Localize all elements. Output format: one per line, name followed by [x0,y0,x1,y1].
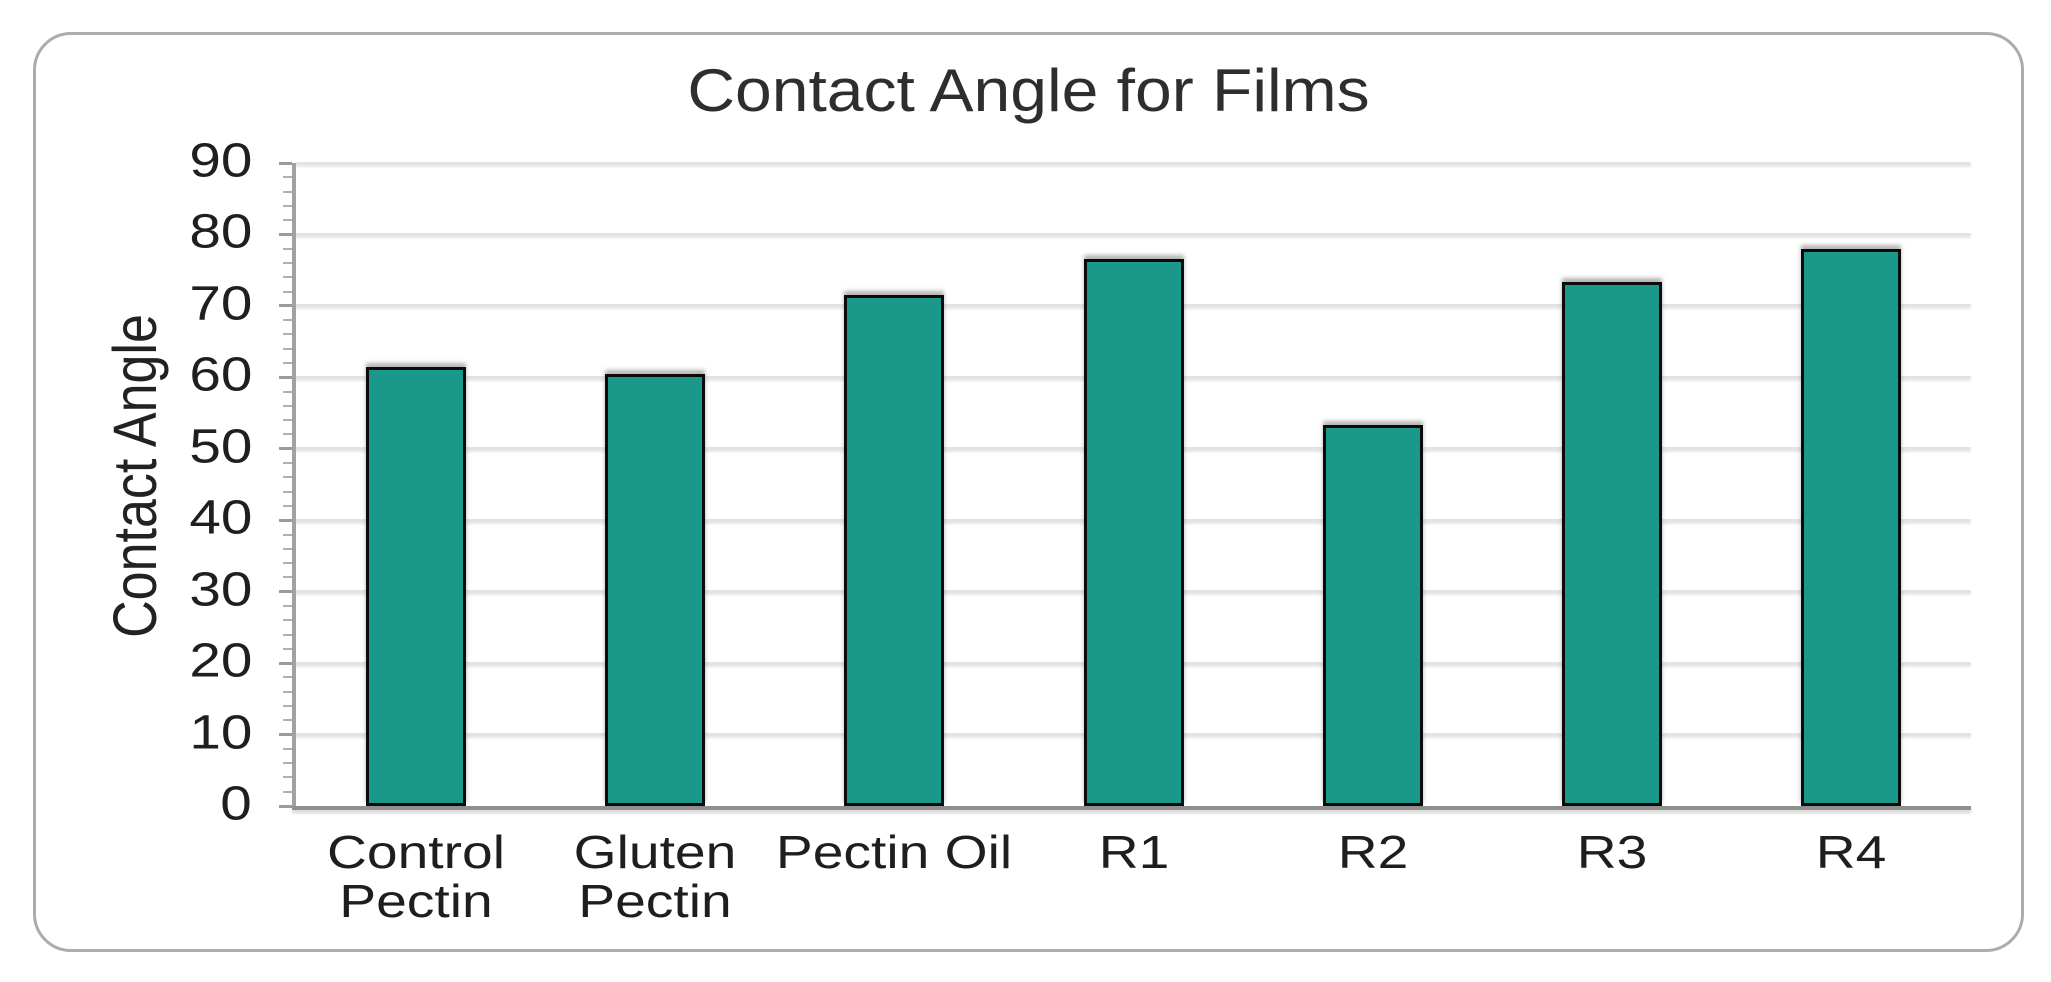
y-tick-label-90: 90 [188,134,252,188]
y-tick-label-0: 0 [220,777,252,831]
y-minor-tick-16 [283,690,292,693]
y-tick-label-70: 70 [188,277,252,331]
y-minor-tick-6 [283,762,292,765]
y-major-tick-70 [279,304,292,308]
y-minor-tick-36 [283,547,292,550]
bar-r2 [1322,425,1423,806]
chart-frame [33,32,2024,952]
y-minor-tick-48 [283,462,292,465]
y-minor-tick-18 [283,676,292,679]
y-major-tick-0 [279,804,292,808]
y-minor-tick-86 [283,190,292,193]
x-axis-line [292,806,1971,810]
y-minor-tick-64 [283,347,292,350]
y-tick-label-10: 10 [188,705,252,759]
x-tick-label-r2: R2 [1337,826,1409,878]
y-minor-tick-78 [283,247,292,250]
y-major-tick-50 [279,447,292,451]
y-minor-tick-76 [283,262,292,265]
y-minor-tick-28 [283,604,292,607]
y-minor-tick-84 [283,204,292,207]
y-minor-tick-24 [283,633,292,636]
y-minor-tick-4 [283,776,292,779]
y-minor-tick-56 [283,404,292,407]
y-minor-tick-38 [283,533,292,536]
y-minor-tick-44 [283,490,292,493]
y-minor-tick-62 [283,362,292,365]
y-tick-label-30: 30 [188,562,252,616]
y-minor-tick-52 [283,433,292,436]
y-major-tick-30 [279,590,292,594]
y-minor-tick-68 [283,319,292,322]
bar-r3 [1562,281,1663,806]
y-minor-tick-58 [283,390,292,393]
x-tick-label-r4: R4 [1816,826,1887,878]
y-minor-tick-12 [283,719,292,722]
bar-r1 [1083,258,1184,806]
y-tick-label-50: 50 [188,420,252,474]
y-minor-tick-2 [283,790,292,793]
y-tick-label-80: 80 [188,205,252,259]
bar-control-pectin [365,366,466,806]
chart-title: Contact Angle for Films [687,57,1370,124]
y-axis-line [292,163,296,810]
bar-r4 [1801,248,1902,806]
y-axis-title: Contact Angle [101,314,171,638]
x-tick-label-gluten-pectin: Gluten Pectin [573,826,737,927]
y-minor-tick-82 [283,219,292,222]
gridline-90 [296,161,1971,165]
y-minor-tick-46 [283,476,292,479]
bar-gluten-pectin [604,374,705,806]
x-tick-label-control-pectin: Control Pectin [326,826,505,927]
y-major-tick-40 [279,518,292,522]
x-tick-label-r1: R1 [1098,826,1169,878]
y-minor-tick-72 [283,290,292,293]
y-major-tick-80 [279,232,292,236]
y-tick-label-40: 40 [188,491,252,545]
y-minor-tick-32 [283,576,292,579]
y-major-tick-10 [279,733,292,737]
y-major-tick-60 [279,375,292,379]
gridline-80 [296,232,1971,236]
y-major-tick-20 [279,661,292,665]
y-minor-tick-66 [283,333,292,336]
y-major-tick-90 [279,161,292,165]
x-tick-label-r3: R3 [1576,826,1648,878]
y-minor-tick-88 [283,176,292,179]
y-minor-tick-14 [283,704,292,707]
y-minor-tick-22 [283,647,292,650]
bar-pectin-oil [844,295,945,806]
x-tick-label-pectin-oil: Pectin Oil [776,826,1013,878]
y-minor-tick-34 [283,562,292,565]
y-minor-tick-42 [283,504,292,507]
y-minor-tick-8 [283,747,292,750]
y-minor-tick-54 [283,419,292,422]
y-tick-label-60: 60 [188,348,252,402]
y-tick-label-20: 20 [188,634,252,688]
y-minor-tick-74 [283,276,292,279]
y-minor-tick-26 [283,619,292,622]
